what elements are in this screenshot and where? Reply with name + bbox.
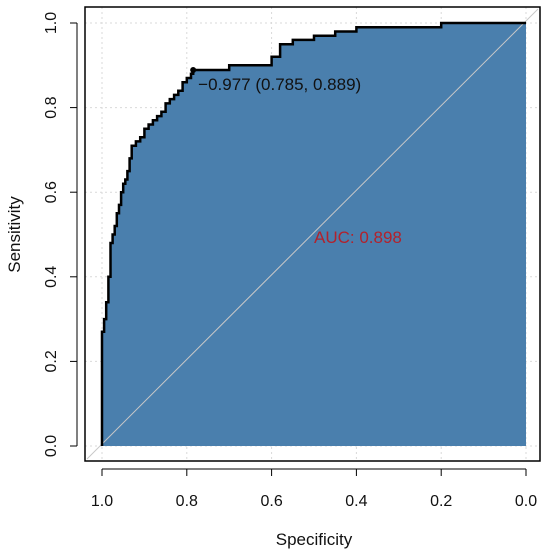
x-tick-label: 0.6	[260, 493, 282, 510]
y-tick-label: 1.0	[43, 12, 60, 34]
x-tick-label: 0.4	[345, 493, 367, 510]
x-tick-label: 0.2	[430, 493, 452, 510]
roc-curve	[100, 21, 526, 446]
y-tick-label: 0.4	[43, 266, 60, 288]
plot-frame	[84, 6, 541, 462]
auc-label: AUC: 0.898	[314, 228, 402, 247]
y-tick-label: 0.8	[43, 96, 60, 118]
y-axis: 0.0 0.2 0.4 0.6 0.8 1.0	[43, 12, 78, 457]
x-tick-label: 0.0	[515, 493, 537, 510]
y-tick-label: 0.6	[43, 181, 60, 203]
y-tick-label: 0.0	[43, 435, 60, 457]
x-tick-label: 1.0	[91, 493, 113, 510]
roc-area-fill	[102, 23, 526, 446]
x-axis: 1.0 0.8 0.6 0.4 0.2 0.0	[91, 468, 537, 510]
threshold-point	[190, 66, 197, 73]
x-axis-title: Specificity	[276, 530, 353, 549]
y-tick-label: 0.2	[43, 350, 60, 372]
x-tick-label: 0.8	[176, 493, 198, 510]
diagonal-reference-line	[86, 8, 539, 460]
threshold-label: −0.977 (0.785, 0.889)	[198, 75, 361, 94]
y-axis-title: Sensitivity	[5, 196, 24, 273]
